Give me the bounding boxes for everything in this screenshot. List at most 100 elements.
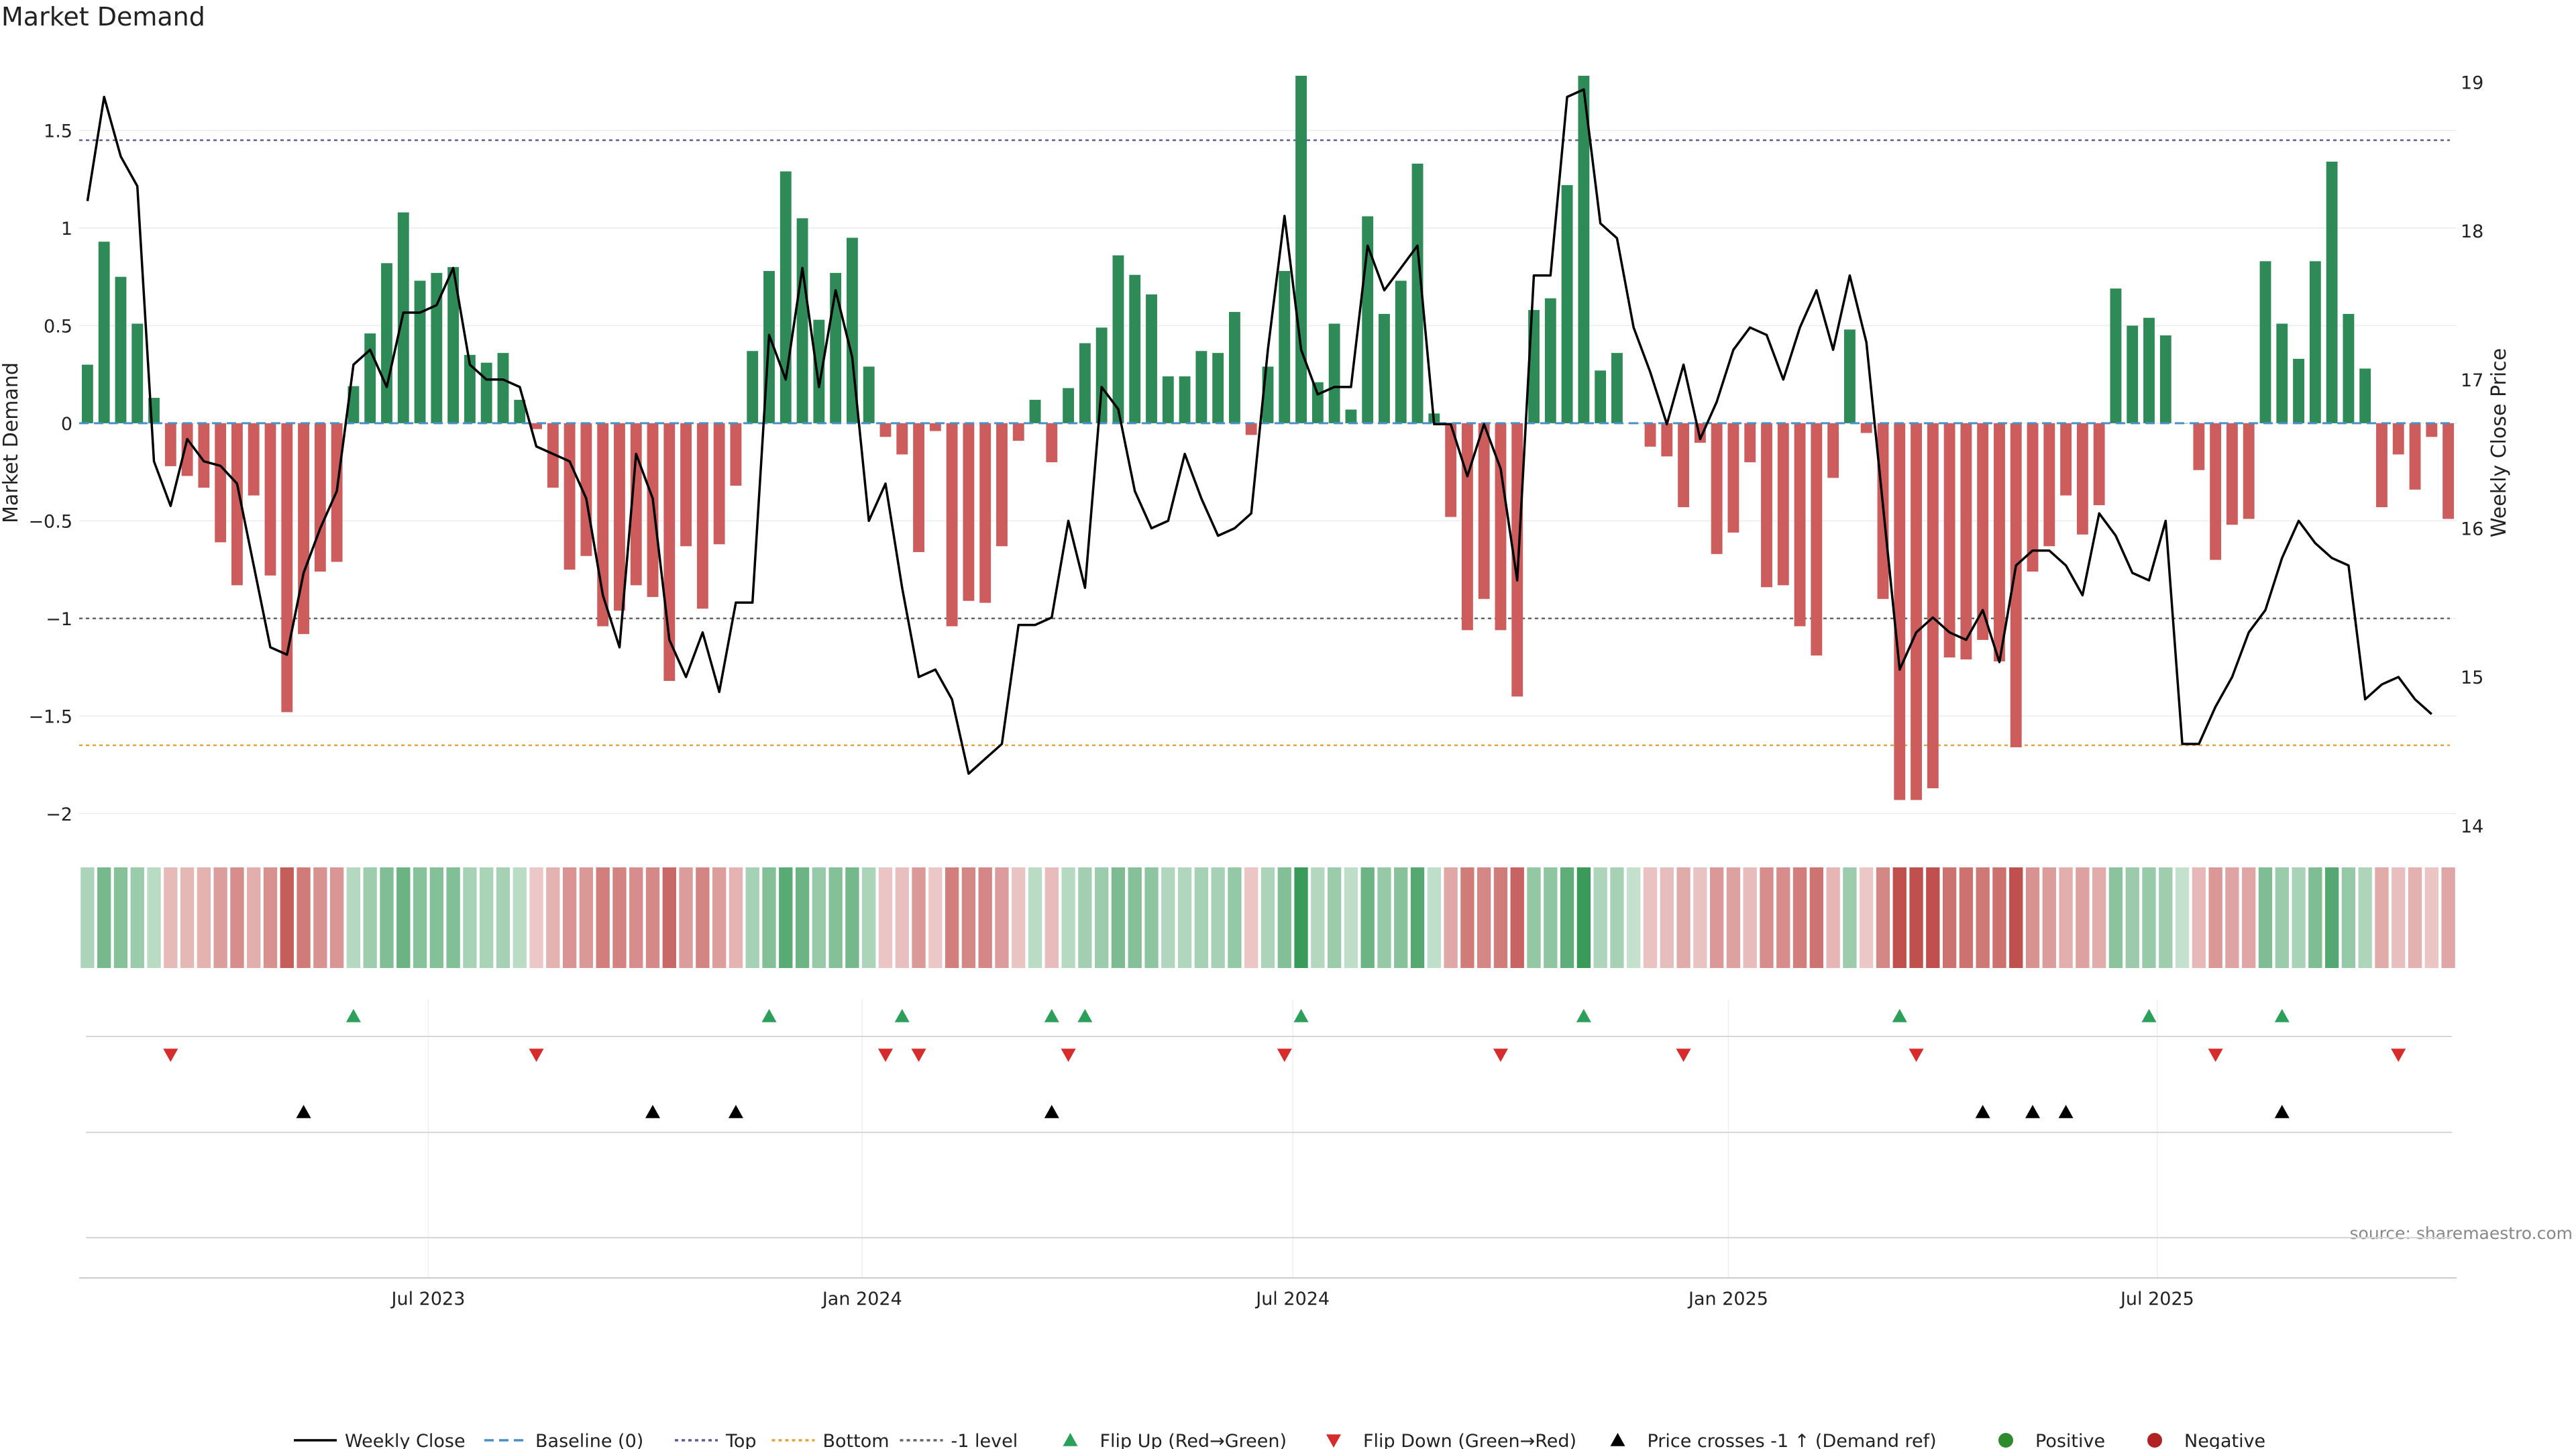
intensity-cell (380, 867, 394, 968)
demand-bar (1229, 312, 1240, 423)
intensity-cell (463, 867, 477, 968)
y2-tick-label: 15 (2461, 667, 2483, 688)
intensity-cell (1709, 867, 1724, 968)
legend-item: Top (675, 1431, 757, 1449)
demand-bar (2259, 261, 2271, 423)
intensity-cell (2042, 867, 2056, 968)
demand-bar (2326, 161, 2338, 423)
y2-tick-label: 16 (2461, 519, 2483, 539)
demand-bar (713, 423, 725, 545)
intensity-cell (995, 867, 1009, 968)
intensity-cell (313, 867, 327, 968)
demand-bar (1295, 75, 1307, 423)
demand-bar (2076, 423, 2088, 535)
flip-down-marker (1676, 1049, 1691, 1062)
demand-bar (863, 366, 875, 423)
flip-up-marker (1293, 1009, 1309, 1022)
demand-bar (1943, 423, 1955, 658)
demand-bar (747, 351, 759, 423)
intensity-cell (1410, 867, 1425, 968)
flip-up-marker (1077, 1009, 1093, 1022)
legend-item: Weekly Close (294, 1431, 466, 1449)
x-tick-label: Jan 2024 (821, 1289, 902, 1309)
demand-bar (2243, 423, 2255, 519)
flip-down-marker (1061, 1049, 1076, 1062)
intensity-cell (2125, 867, 2139, 968)
demand-bar (231, 423, 243, 586)
demand-bar (2127, 325, 2139, 423)
demand-bar (680, 423, 692, 547)
demand-bar (2426, 423, 2438, 437)
intensity-cell (2324, 867, 2339, 968)
intensity-cell (113, 867, 128, 968)
intensity-cell (762, 867, 776, 968)
flip-down-marker (1277, 1049, 1292, 1062)
intensity-cell (480, 867, 494, 968)
intensity-cell (2025, 867, 2040, 968)
intensity-cell (1942, 867, 1957, 968)
demand-bar (1012, 423, 1024, 441)
legend-item: Price crosses -1 ↑ (Demand ref) (1610, 1431, 1937, 1449)
demand-bar (1644, 423, 1656, 447)
y2-tick-label: 17 (2461, 370, 2483, 391)
intensity-cell (1377, 867, 1391, 968)
demand-bar (531, 423, 542, 429)
demand-bar (2309, 261, 2321, 423)
demand-bar (564, 423, 576, 570)
y2-tick-label: 18 (2461, 221, 2483, 242)
demand-bar (2159, 335, 2171, 423)
demand-bar (2193, 423, 2205, 470)
demand-bar (1395, 280, 1407, 423)
intensity-cell (1012, 867, 1026, 968)
demand-bar (514, 399, 526, 423)
demand-bar (647, 423, 659, 597)
price-cross-marker (645, 1105, 661, 1118)
demand-bar (614, 423, 625, 611)
y-tick-label: −1.5 (28, 706, 72, 727)
legend-swatch (2147, 1433, 2162, 1448)
legend-item: Bottom (771, 1431, 890, 1449)
demand-bar (347, 386, 360, 423)
demand-bar (431, 272, 443, 423)
demand-bar (2110, 288, 2122, 423)
intensity-cell (1244, 867, 1258, 968)
intensity-cell (1078, 867, 1092, 968)
intensity-cell (978, 867, 992, 968)
y-tick-label: 1.5 (44, 121, 72, 142)
intensity-cell (80, 867, 95, 968)
intensity-cell (1959, 867, 1974, 968)
intensity-cell (1809, 867, 1824, 968)
intensity-cell (1676, 867, 1690, 968)
intensity-cell (2392, 867, 2406, 968)
price-cross-marker (2025, 1105, 2041, 1118)
demand-bar (1311, 382, 1324, 423)
flip-up-marker (2141, 1009, 2157, 1022)
legend-item: Negative (2147, 1431, 2265, 1449)
intensity-cell (1544, 867, 1558, 968)
intensity-cell (1976, 867, 1990, 968)
intensity-cell (297, 867, 311, 968)
demand-bar (497, 353, 509, 423)
demand-bar (164, 423, 176, 466)
x-tick-label: Jan 2025 (1687, 1289, 1768, 1309)
intensity-cell (895, 867, 909, 968)
intensity-cell (945, 867, 959, 968)
intensity-cell (1843, 867, 1857, 968)
legend-swatch (1610, 1433, 1625, 1446)
y2-tick-label: 19 (2461, 72, 2483, 93)
legend-swatch (1998, 1433, 2013, 1448)
demand-bar (2443, 423, 2455, 519)
intensity-cell (662, 867, 676, 968)
demand-bar (447, 267, 460, 423)
demand-bar (2093, 423, 2105, 506)
flip-down-marker (1909, 1049, 1924, 1062)
intensity-cell (1277, 867, 1291, 968)
intensity-cell (2192, 867, 2206, 968)
demand-bar (780, 171, 792, 423)
demand-bar (1994, 423, 2005, 661)
demand-bar (547, 423, 559, 488)
intensity-cell (1360, 867, 1375, 968)
y2-tick-label: 14 (2461, 816, 2483, 837)
intensity-cell (1610, 867, 1624, 968)
intensity-cell (729, 867, 743, 968)
